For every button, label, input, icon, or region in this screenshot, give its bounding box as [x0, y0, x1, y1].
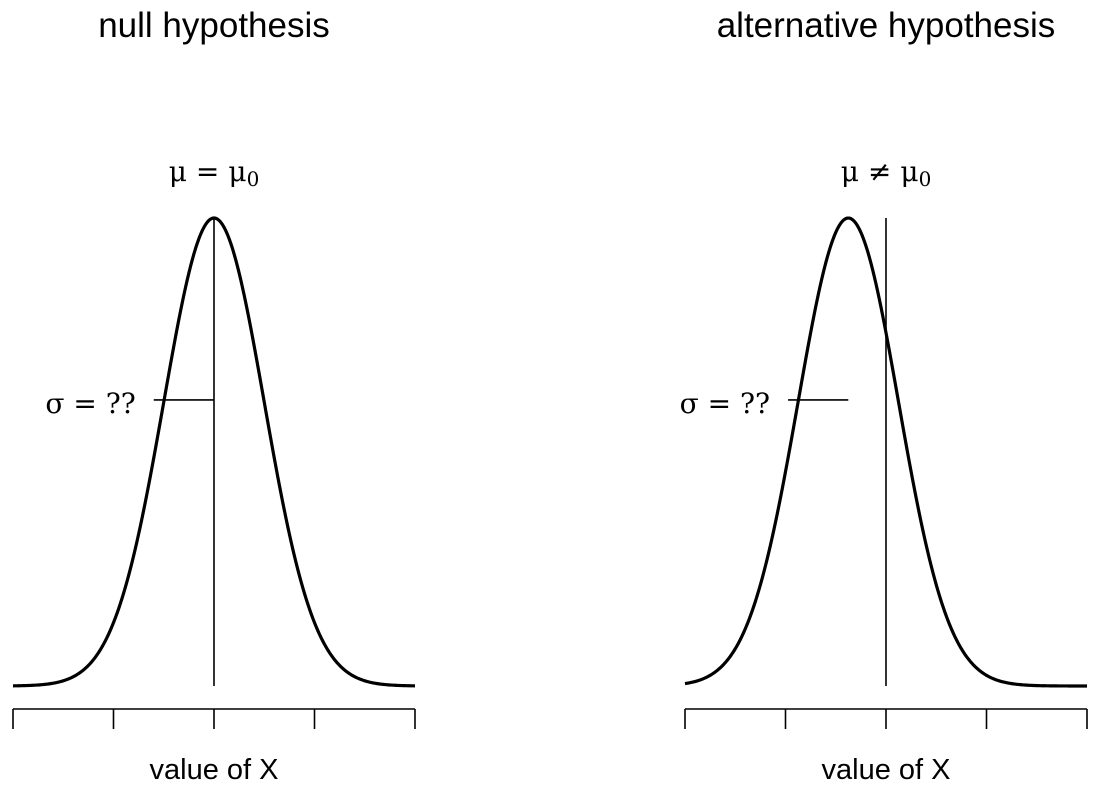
sigma-label: σ = ??	[45, 387, 135, 420]
sigma-label: σ = ??	[680, 387, 770, 420]
alternative-hypothesis-panel: alternative hypothesis μ ≠ μ0 σ = ?? value…	[680, 6, 1088, 786]
x-axis-label: value of X	[150, 754, 279, 786]
mean-label: μ = μ0	[169, 155, 260, 191]
mean-label-op: =	[196, 155, 219, 188]
null-hypothesis-panel: null hypothesis μ = μ0 σ = ?? value of X	[12, 6, 416, 786]
mean-label-rhs: μ	[228, 155, 246, 188]
mean-label: μ ≠ μ0	[841, 155, 932, 191]
mean-label-subscript: 0	[247, 167, 260, 191]
panel-title: alternative hypothesis	[717, 6, 1056, 45]
panel-title: null hypothesis	[98, 6, 330, 45]
mean-label-lhs: μ	[841, 155, 859, 188]
x-axis-ticks	[12, 709, 416, 729]
mean-label-lhs: μ	[169, 155, 187, 188]
mean-label-op: ≠	[868, 155, 891, 188]
x-axis-label: value of X	[822, 754, 951, 786]
mean-label-rhs: μ	[900, 155, 918, 188]
x-axis-ticks	[684, 709, 1088, 729]
mean-label-subscript: 0	[919, 167, 932, 191]
